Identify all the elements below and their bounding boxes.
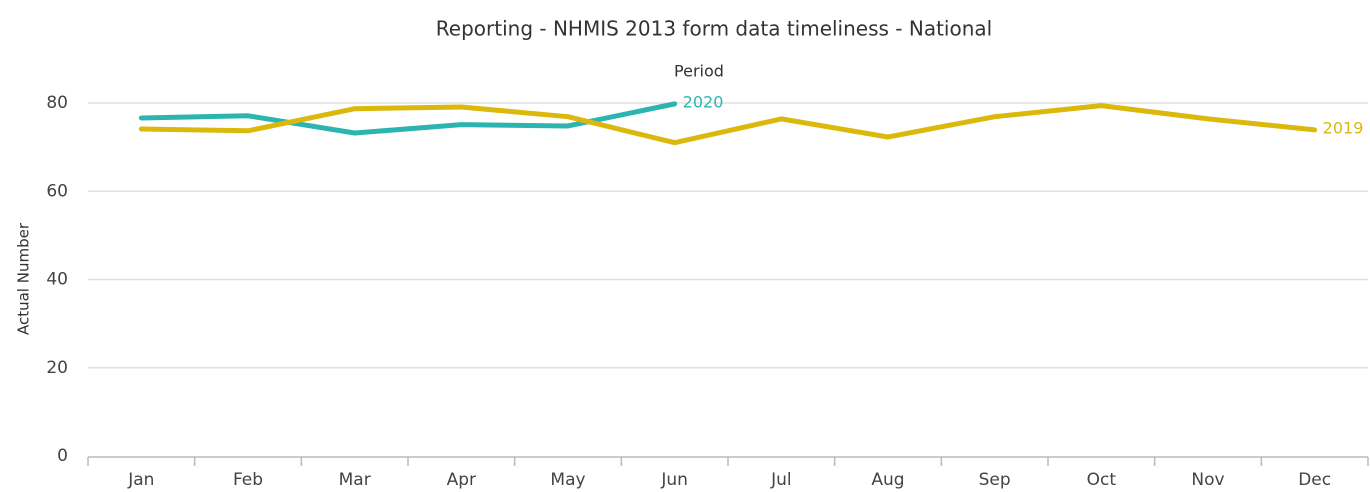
x-tick-label: Aug [871, 470, 904, 490]
y-tick-label: 0 [57, 446, 68, 466]
x-tick-label: Jan [127, 470, 154, 490]
legend-title: Period [674, 62, 724, 81]
x-tick-label: Apr [447, 470, 476, 490]
x-tick-label: Feb [233, 470, 263, 490]
chart-title: Reporting - NHMIS 2013 form data timelin… [436, 17, 992, 41]
x-tick-label: Sep [979, 470, 1011, 490]
series-line [138, 103, 1318, 146]
y-tick-label: 20 [46, 358, 68, 378]
x-tick-label: Mar [339, 470, 371, 490]
y-tick-label: 60 [46, 181, 68, 201]
series-label: 2019 [1323, 118, 1364, 137]
x-tick-label: Jun [660, 470, 688, 490]
x-tick-label: Nov [1191, 470, 1224, 490]
x-tick-label: May [550, 470, 585, 490]
y-tick-label: 80 [46, 93, 68, 113]
x-tick-label: Dec [1298, 470, 1331, 490]
x-tick-label: Jul [770, 470, 792, 490]
y-tick-label: 40 [46, 270, 68, 290]
series-label: 2020 [683, 92, 724, 111]
y-axis-title: Actual Number [15, 222, 33, 335]
x-tick-label: Oct [1087, 470, 1117, 490]
